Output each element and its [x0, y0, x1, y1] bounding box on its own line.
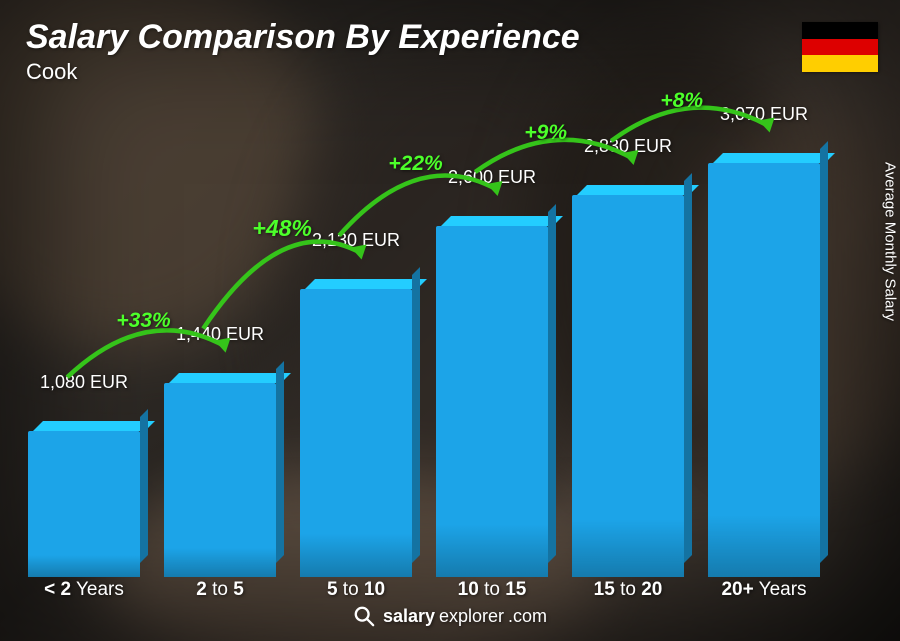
brand-name-thin: explorer [439, 606, 504, 627]
flag-stripe [802, 39, 878, 56]
category-label: 15 to 20 [550, 579, 707, 601]
logo-icon [353, 605, 375, 627]
flag-stripe [802, 55, 878, 72]
category-label: 10 to 15 [414, 579, 571, 601]
y-axis-label: Average Monthly Salary [882, 162, 899, 321]
category-label: 2 to 5 [142, 579, 299, 601]
germany-flag-icon [802, 22, 878, 72]
footer-attribution: salaryexplorer.com [0, 605, 900, 627]
brand-tld: .com [508, 606, 547, 627]
chart-subtitle: Cook [26, 59, 580, 85]
category-label: 20+ Years [686, 579, 843, 601]
chart-header: Salary Comparison By Experience Cook [26, 18, 580, 85]
chart-title: Salary Comparison By Experience [26, 18, 580, 57]
category-label: 5 to 10 [278, 579, 435, 601]
brand-name-bold: salary [383, 606, 435, 627]
increase-percent-label: +8% [660, 89, 703, 113]
category-label: < 2 Years [6, 579, 163, 601]
bar-chart: 1,080 EUR< 2 Years1,440 EUR2 to 52,130 E… [28, 108, 848, 567]
increase-arrow-icon [28, 108, 848, 567]
flag-stripe [802, 22, 878, 39]
